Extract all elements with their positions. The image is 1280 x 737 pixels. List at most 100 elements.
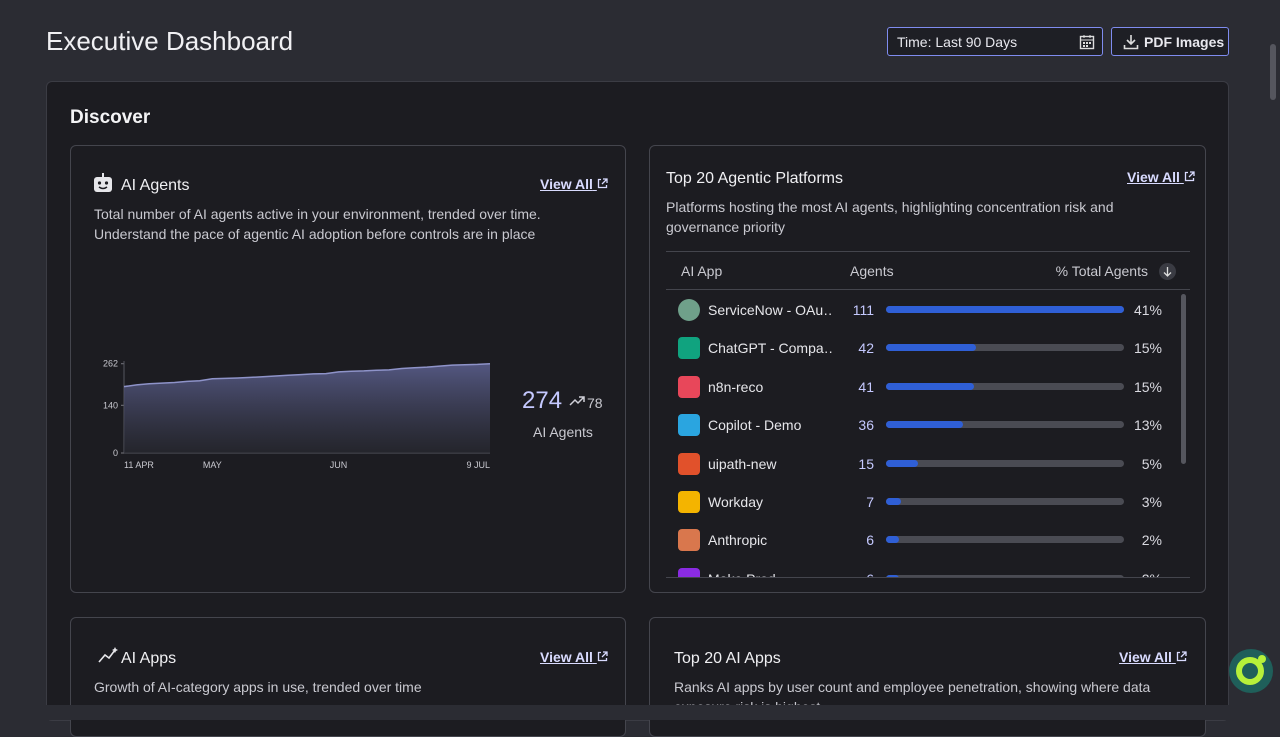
agents-total-label: AI Agents	[533, 424, 593, 440]
trend-icon	[569, 396, 585, 406]
card-title: AI Apps	[121, 650, 177, 667]
download-icon	[1123, 35, 1139, 50]
calendar-icon	[1079, 35, 1095, 50]
x-tick-label: JUN	[330, 460, 348, 470]
agents-area-chart: 0 140 262 11 APR MAY JUN 9 JUL	[103, 359, 491, 470]
sparkle-icon	[98, 647, 118, 663]
agents-total: 274	[522, 387, 563, 414]
column-header[interactable]: Agents	[850, 263, 894, 279]
agent-count: 15	[858, 455, 874, 472]
sort-icon[interactable]	[1158, 262, 1177, 281]
card-description: Platforms hosting the most AI agents, hi…	[666, 199, 1114, 235]
app-icon	[678, 491, 700, 513]
external-icon	[597, 651, 608, 662]
external-icon	[1176, 651, 1187, 662]
table-row: Workday 7 3%	[666, 483, 1186, 521]
x-tick-label: 11 APR	[124, 460, 154, 470]
page-bottom	[0, 705, 1280, 720]
table-row: Make Prod 6 2%	[666, 560, 1186, 578]
page-title: Executive Dashboard	[46, 26, 294, 56]
agent-count: 7	[866, 494, 874, 510]
section-title: Discover	[70, 107, 151, 128]
platforms-card: Top 20 Agentic Platforms View All Platfo…	[649, 145, 1206, 593]
view-all-text: View All	[540, 649, 593, 665]
bar	[886, 382, 974, 390]
table-row: ChatGPT - Compa… 42 15%	[666, 329, 1186, 367]
card-description: Growth of AI-category apps in use, trend…	[94, 679, 422, 695]
app-name: Anthropic	[708, 532, 768, 549]
table-scrollbar[interactable]	[1181, 294, 1186, 464]
page-scrollbar[interactable]	[1270, 44, 1276, 100]
bar-track	[886, 574, 1124, 578]
bar	[886, 344, 977, 352]
view-all-text: View All	[540, 176, 593, 192]
card-title: AI Agents	[121, 177, 190, 194]
page: {"header":{"title":"Executive Dashboard"…	[0, 26, 1280, 737]
bar-track	[886, 498, 1124, 505]
app-icon	[678, 337, 700, 360]
percent: 2%	[1142, 571, 1162, 578]
app-icon	[678, 299, 700, 321]
column-header: AI App	[681, 263, 723, 279]
bar-track	[886, 382, 1124, 390]
bar-track	[886, 459, 1124, 467]
app-icon	[678, 375, 700, 398]
percent: 3%	[1141, 494, 1162, 510]
agents-change: 78	[587, 395, 603, 411]
area-line	[123, 362, 491, 388]
bar-track	[886, 421, 1124, 429]
divider	[666, 577, 1190, 578]
app-name: ChatGPT - Compa…	[708, 340, 833, 357]
app-name: Make Prod	[708, 571, 833, 578]
x-tick-label: MAY	[203, 460, 222, 470]
discover-panel: Discover AI Agents View All Total number…	[46, 81, 1229, 737]
bar	[886, 574, 899, 578]
app-icon	[678, 414, 700, 437]
percent: 5%	[1141, 455, 1162, 472]
table-row: ServiceNow - OAu… 111 41%	[666, 291, 1186, 329]
bar-track	[886, 536, 1124, 544]
percent: 15%	[1133, 378, 1162, 395]
view-all-link[interactable]: View All	[540, 649, 608, 665]
agent-count: 41	[858, 378, 874, 395]
agent-count: 6	[866, 532, 874, 549]
assistant-button[interactable]	[1228, 648, 1274, 694]
app-icon	[678, 567, 700, 578]
agent-count: 42	[858, 340, 874, 357]
table-row: Anthropic 6 2%	[666, 521, 1186, 559]
view-all-link[interactable]: View All	[540, 176, 608, 192]
y-tick-label: 0	[113, 448, 118, 458]
divider	[666, 289, 1190, 290]
view-all-text: View All	[1119, 649, 1172, 665]
app-icon	[678, 529, 700, 552]
agent-count: 36	[858, 417, 874, 434]
table-row: n8n-reco 41 15%	[666, 368, 1186, 406]
time-filter[interactable]: Time: Last 90 Days	[887, 27, 1103, 56]
view-all-link[interactable]: View All	[1119, 649, 1187, 665]
app-name: Copilot - Demo	[708, 417, 802, 434]
external-icon	[597, 178, 608, 189]
agent-count: 111	[852, 302, 874, 318]
table-body: ServiceNow - OAu… 111 41% ChatGPT - Compa… 4…	[666, 291, 1186, 578]
column-header[interactable]: % Total Agents	[1055, 263, 1148, 279]
agent-count: 6	[866, 571, 874, 578]
app-name: ServiceNow - OAu…	[708, 302, 833, 318]
time-filter-label: Time: Last 90 Days	[897, 34, 1018, 50]
app-icon	[678, 452, 700, 475]
export-label: PDF Images	[1144, 34, 1225, 50]
app-name: Workday	[708, 494, 763, 510]
external-icon	[1184, 171, 1195, 182]
card-description: Total number of AI agents active in your…	[94, 206, 541, 242]
app-name: uipath-new	[708, 455, 777, 472]
view-all-link[interactable]: View All	[1127, 169, 1195, 185]
y-tick-label: 140	[103, 400, 118, 410]
robot-icon	[94, 173, 112, 192]
percent: 41%	[1133, 302, 1162, 318]
divider	[666, 251, 1190, 252]
percent: 2%	[1141, 532, 1162, 549]
area-fill	[124, 363, 490, 453]
percent: 15%	[1133, 340, 1162, 357]
export-button[interactable]: PDF Images	[1111, 27, 1229, 56]
table-row: Copilot - Demo 36 13%	[666, 406, 1186, 444]
table-row: uipath-new 15 5%	[666, 445, 1186, 483]
